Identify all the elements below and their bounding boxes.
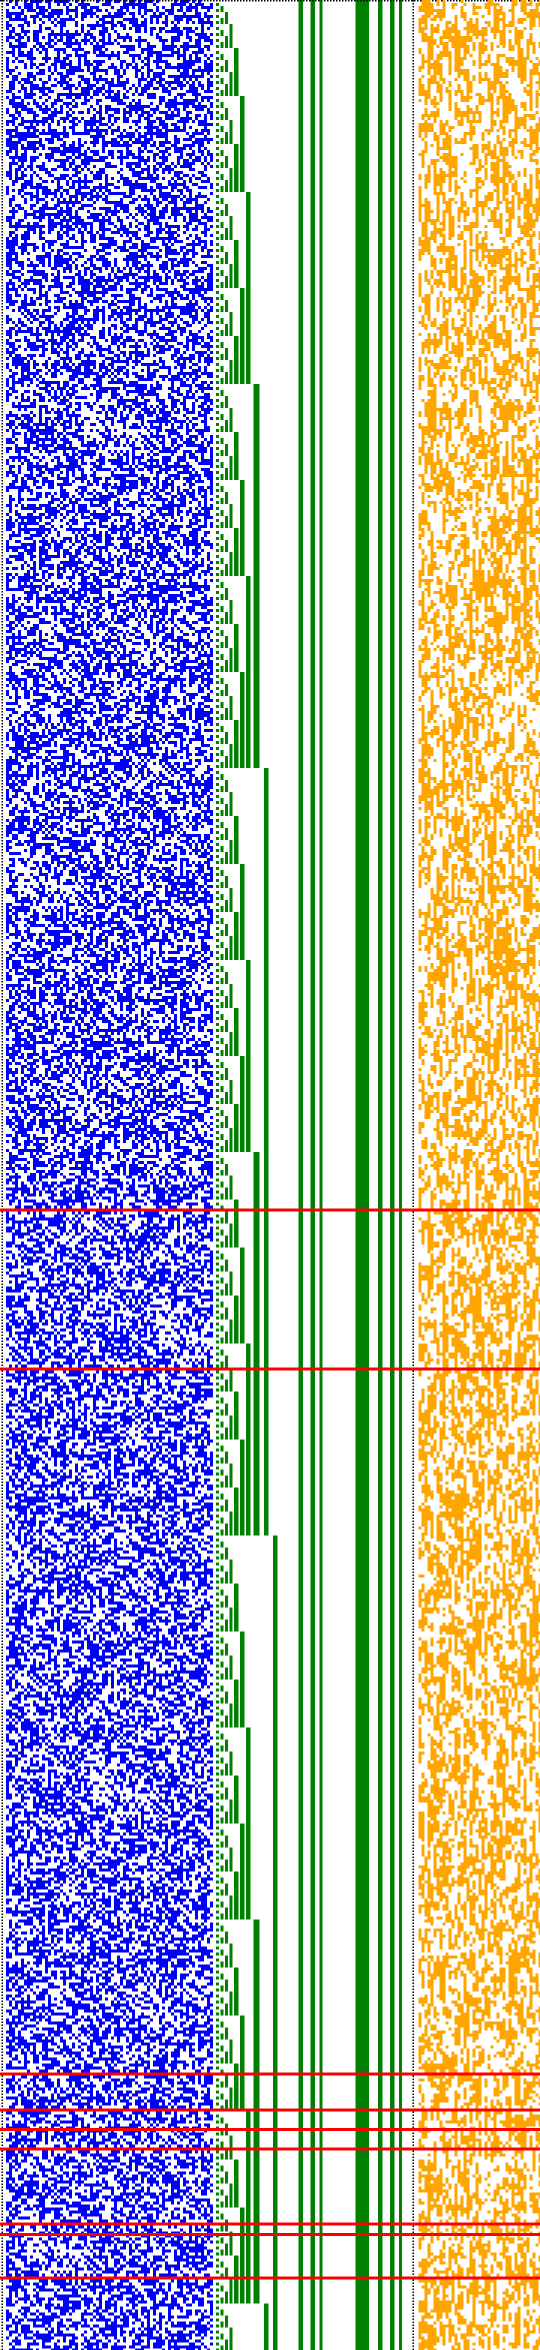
bit-pattern-raster (0, 0, 540, 2350)
